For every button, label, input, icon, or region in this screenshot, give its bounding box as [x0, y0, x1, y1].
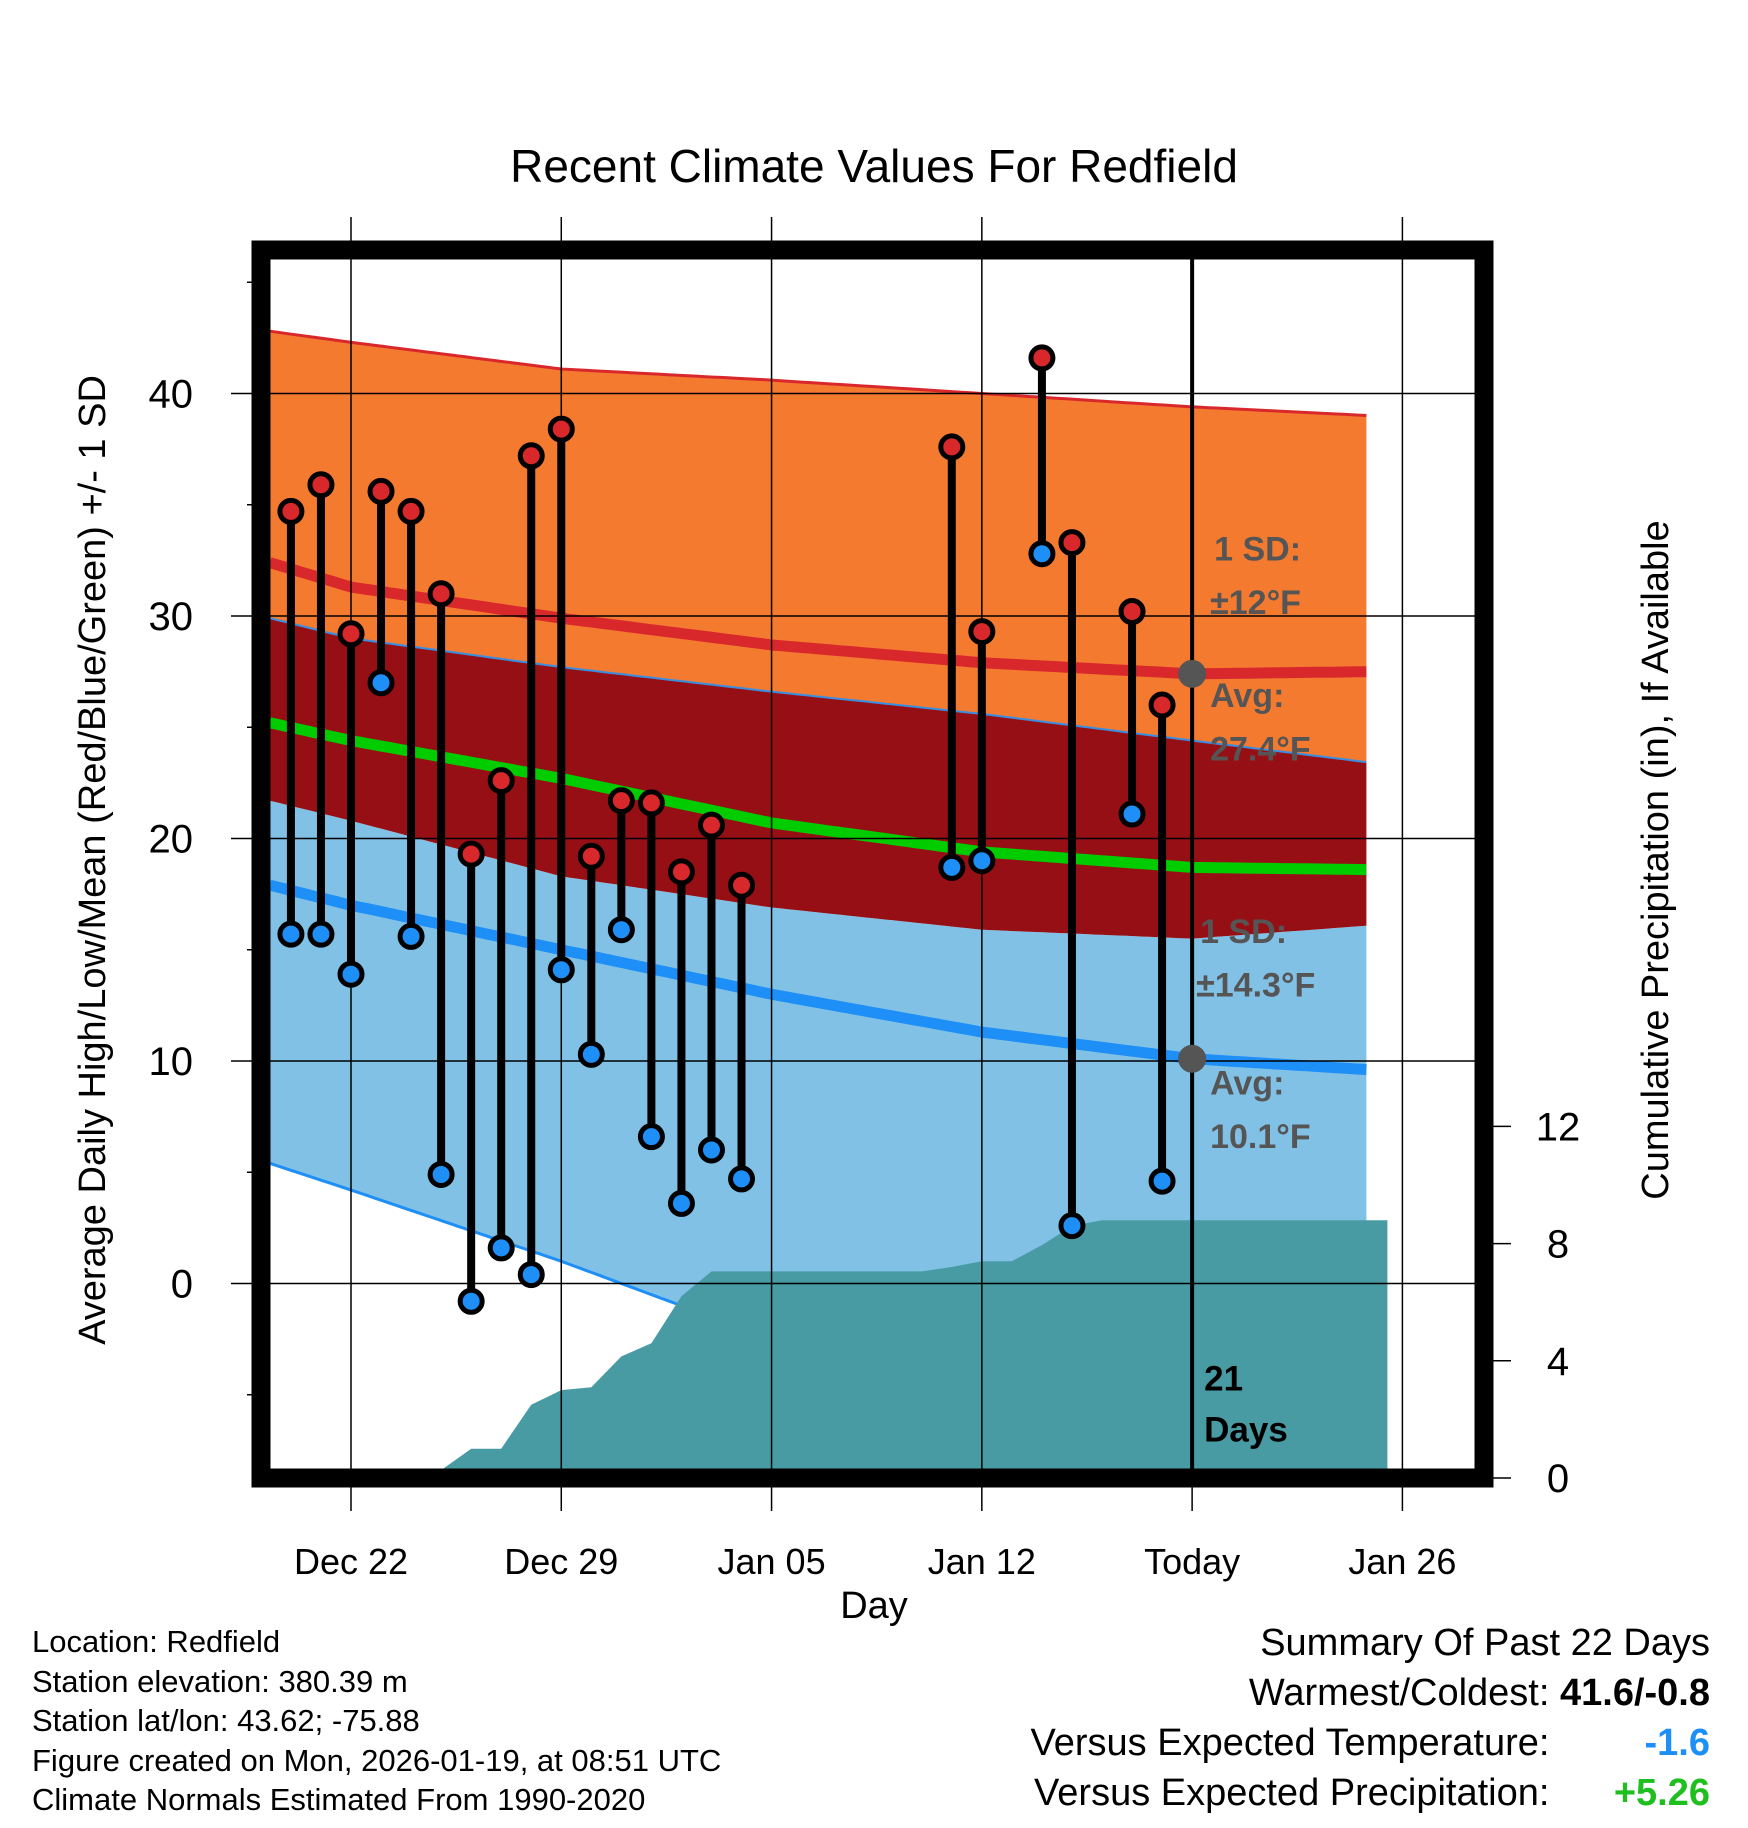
- summary-precip: Versus Expected Precipitation: +5.26: [1031, 1768, 1710, 1818]
- x-tick-label: Dec 29: [504, 1541, 618, 1582]
- y2-tick-label: 12: [1536, 1105, 1581, 1149]
- daily-low-point: [577, 1040, 605, 1068]
- daily-high-point: [307, 471, 335, 499]
- high-upper-line: [269, 329, 1367, 417]
- low-average-value: 10.1°F: [1210, 1118, 1311, 1156]
- daily-high-point: [637, 789, 665, 817]
- daily-high-point: [697, 811, 725, 839]
- y2-tick-label: 0: [1547, 1457, 1569, 1501]
- precipitation-area: [342, 1220, 1388, 1478]
- daily-low-point: [397, 922, 425, 950]
- today-low-average-marker: [1178, 1044, 1207, 1073]
- daily-low-point: [457, 1287, 485, 1315]
- daily-low-point: [337, 960, 365, 988]
- location-text: Location: Redfield: [32, 1624, 281, 1659]
- daily-high-point: [397, 497, 425, 525]
- normals-text: Climate Normals Estimated From 1990-2020: [32, 1782, 646, 1817]
- y2-tick-label: 4: [1547, 1340, 1569, 1384]
- x-tick-label: Jan 05: [718, 1541, 826, 1582]
- daily-high-point: [1028, 344, 1056, 372]
- y-tick-label: 0: [171, 1263, 193, 1307]
- daily-low-point: [1028, 540, 1056, 568]
- plot-frame: [251, 240, 1494, 1488]
- daily-high-point: [1148, 691, 1176, 719]
- high-average-label: Avg:: [1210, 677, 1284, 715]
- daily-high-point: [728, 871, 756, 899]
- daily-low-point: [697, 1136, 725, 1164]
- daily-low-point: [427, 1160, 455, 1188]
- temp-vs-expected-value: -1.6: [1644, 1722, 1710, 1764]
- daily-low-point: [607, 916, 635, 944]
- x-tick-label: Dec 22: [294, 1541, 408, 1582]
- chart-title: Recent Climate Values For Redfield: [510, 140, 1238, 192]
- daily-high-point: [577, 842, 605, 870]
- y-axis-title: Average Daily High/Low/Mean (Red/Blue/Gr…: [72, 375, 114, 1345]
- summary-title: Summary Of Past 22 Days: [1260, 1622, 1710, 1664]
- daily-low-point: [517, 1261, 545, 1289]
- precip-vs-expected-value: +5.26: [1613, 1772, 1710, 1814]
- daily-low-point: [277, 920, 305, 948]
- latlon-text: Station lat/lon: 43.62; -75.88: [32, 1703, 420, 1738]
- low-average-label: Avg:: [1210, 1064, 1284, 1102]
- daily-high-point: [938, 433, 966, 461]
- y-tick-label: 10: [149, 1040, 194, 1084]
- daily-high-point: [517, 442, 545, 470]
- daily-low-point: [1118, 800, 1146, 828]
- y2-tick-label: 8: [1547, 1223, 1569, 1267]
- high-sd-value: ±12°F: [1210, 584, 1301, 622]
- created-text: Figure created on Mon, 2026-01-19, at 08…: [32, 1742, 722, 1778]
- daily-high-point: [607, 787, 635, 815]
- daily-high-point: [1118, 598, 1146, 626]
- summary-panel: Summary Of Past 22 Days Warmest/Coldest:…: [1031, 1618, 1710, 1818]
- station-info: Location: Redfield Station elevation: 38…: [32, 1622, 721, 1820]
- high-average-value: 27.4°F: [1210, 731, 1311, 769]
- temp-vs-expected-label: Versus Expected Temperature:: [1030, 1722, 1550, 1764]
- high-sd-band: [269, 331, 1367, 763]
- y-tick-label: 40: [149, 373, 194, 417]
- daily-low-point: [667, 1189, 695, 1217]
- daily-high-point: [667, 858, 695, 886]
- low-sd-value: ±14.3°F: [1196, 966, 1315, 1004]
- daily-low-point: [968, 847, 996, 875]
- high-sd-label: 1 SD:: [1214, 530, 1301, 568]
- y-tick-label: 20: [149, 818, 194, 862]
- y-tick-label: 30: [149, 595, 194, 639]
- daily-low-point: [487, 1234, 515, 1262]
- daily-high-point: [337, 620, 365, 648]
- mean-average-line: [268, 717, 1367, 876]
- daily-low-point: [367, 669, 395, 697]
- daily-low-point: [938, 853, 966, 881]
- x-tick-label: Jan 26: [1348, 1541, 1456, 1582]
- daily-low-point: [547, 956, 575, 984]
- days-count-number: 21: [1204, 1359, 1243, 1398]
- precip-vs-expected-label: Versus Expected Precipitation:: [1034, 1772, 1550, 1814]
- daily-high-point: [457, 840, 485, 868]
- summary-warm-cold: Warmest/Coldest: 41.6/-0.8: [1031, 1668, 1710, 1718]
- x-axis-title: Day: [840, 1585, 908, 1627]
- warm-cold-value: 41.6/-0.8: [1560, 1672, 1710, 1714]
- today-high-average-marker: [1178, 659, 1207, 688]
- daily-low-point: [1058, 1212, 1086, 1240]
- daily-high-point: [367, 477, 395, 505]
- x-tick-label: Today: [1144, 1541, 1240, 1582]
- days-count-label: Days: [1204, 1410, 1288, 1449]
- warm-cold-label: Warmest/Coldest:: [1248, 1672, 1550, 1714]
- elevation-text: Station elevation: 380.39 m: [32, 1663, 408, 1699]
- daily-high-point: [547, 415, 575, 443]
- y2-axis-title: Cumulative Precipitation (in), If Availa…: [1635, 520, 1677, 1199]
- x-tick-label: Jan 12: [928, 1541, 1036, 1582]
- daily-low-point: [728, 1165, 756, 1193]
- daily-high-point: [427, 580, 455, 608]
- daily-low-point: [1148, 1167, 1176, 1195]
- high-lower-line: [269, 617, 1367, 764]
- daily-low-point: [637, 1123, 665, 1151]
- daily-low-point: [307, 920, 335, 948]
- daily-high-point: [277, 497, 305, 525]
- daily-high-point: [487, 767, 515, 795]
- daily-high-point: [1058, 529, 1086, 557]
- summary-temp: Versus Expected Temperature: -1.6: [1031, 1718, 1710, 1768]
- low-sd-label: 1 SD:: [1200, 913, 1287, 951]
- daily-high-point: [968, 618, 996, 646]
